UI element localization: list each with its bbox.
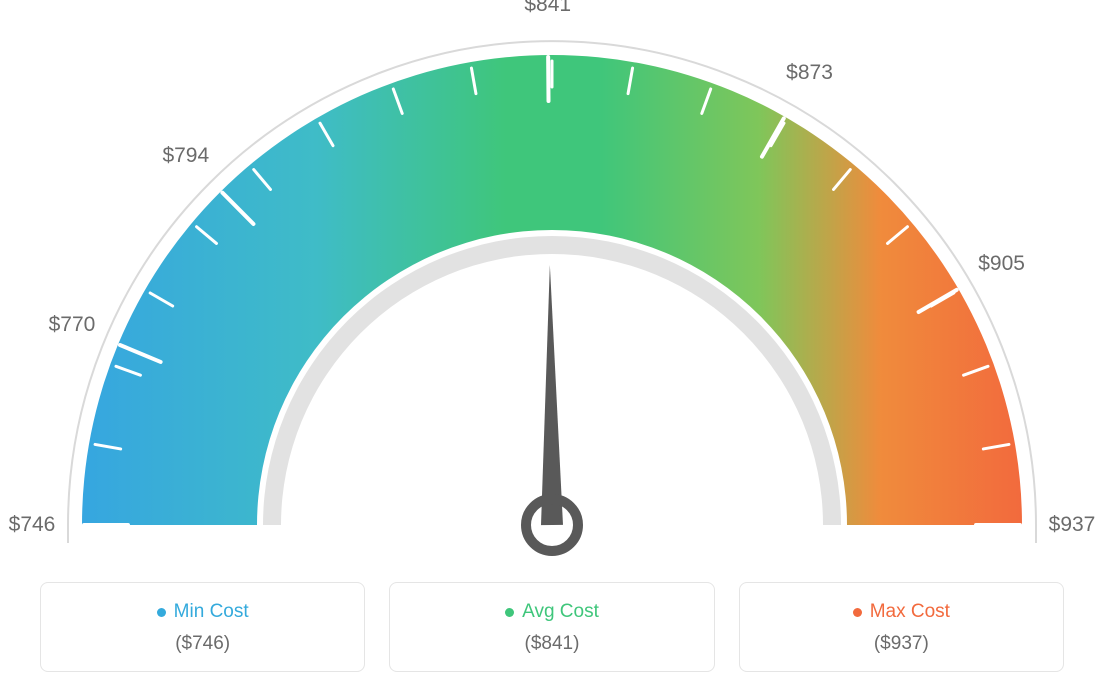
legend-dot-max xyxy=(853,608,862,617)
legend-value-avg: ($841) xyxy=(400,633,703,655)
legend-title-min: Min Cost xyxy=(157,601,249,623)
legend-card-avg: Avg Cost ($841) xyxy=(389,582,714,672)
legend-title-max-text: Max Cost xyxy=(870,601,950,623)
legend-dot-avg xyxy=(505,608,514,617)
legend-title-avg: Avg Cost xyxy=(505,601,599,623)
legend-title-min-text: Min Cost xyxy=(174,601,249,623)
gauge-tick-label: $770 xyxy=(49,313,96,337)
gauge-tick-label: $841 xyxy=(524,0,571,17)
legend-title-avg-text: Avg Cost xyxy=(522,601,599,623)
gauge-tick-label: $794 xyxy=(162,144,209,168)
legend-card-max: Max Cost ($937) xyxy=(739,582,1064,672)
gauge-tick-label: $905 xyxy=(978,252,1025,276)
legend-value-max: ($937) xyxy=(750,633,1053,655)
legend-dot-min xyxy=(157,608,166,617)
gauge-tick-label: $873 xyxy=(786,61,833,85)
legend-value-min: ($746) xyxy=(51,633,354,655)
legend-card-min: Min Cost ($746) xyxy=(40,582,365,672)
gauge-tick-label: $937 xyxy=(1049,513,1096,537)
legend-title-max: Max Cost xyxy=(853,601,950,623)
gauge-tick-label: $746 xyxy=(9,513,56,537)
gauge-chart: $746 $770 $794 $841 $873 $905 $937 xyxy=(0,0,1104,560)
legend-row: Min Cost ($746) Avg Cost ($841) Max Cost… xyxy=(40,582,1064,672)
gauge-svg xyxy=(0,0,1104,560)
